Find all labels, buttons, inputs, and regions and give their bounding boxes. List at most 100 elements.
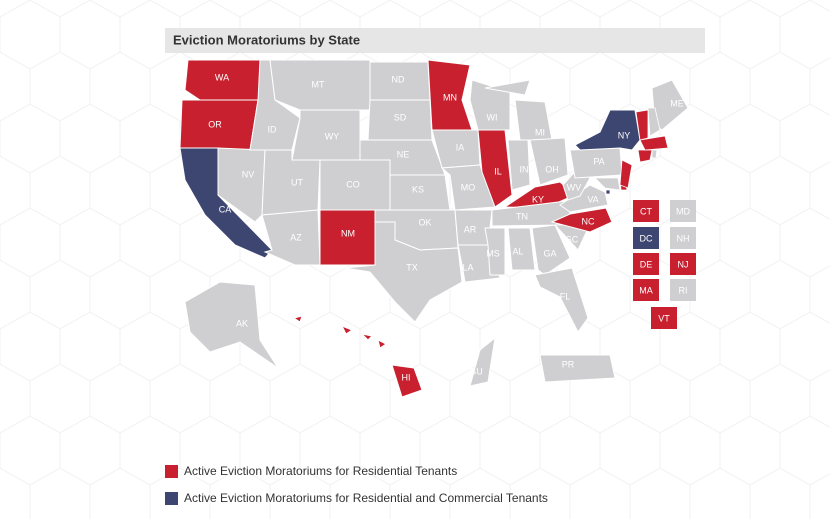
state-label: NH <box>677 233 690 243</box>
state-shape <box>484 227 506 276</box>
state-label: DC <box>640 233 653 243</box>
state-label: FL <box>560 291 571 301</box>
state-shape <box>344 221 463 323</box>
state-key-box <box>651 307 677 329</box>
state-label: VA <box>587 194 598 204</box>
legend-swatch <box>165 465 178 478</box>
state-shape <box>539 354 616 383</box>
legend: Active Eviction Moratoriums for Resident… <box>165 464 548 505</box>
state-shape <box>637 149 653 163</box>
state-shape <box>477 129 513 208</box>
state-shape <box>531 224 571 276</box>
state-shape <box>469 336 496 387</box>
state-shape <box>559 184 609 213</box>
state-label: GU <box>469 366 483 376</box>
state-shape <box>550 207 613 233</box>
state-label: WY <box>325 131 340 141</box>
state-key-box <box>633 253 659 275</box>
state-label: IA <box>456 142 465 152</box>
state-shape <box>261 209 321 266</box>
state-shape <box>635 109 649 141</box>
state-shape <box>647 107 661 137</box>
state-label: RI <box>679 285 688 295</box>
state-label: HI <box>402 372 411 382</box>
state-label: VT <box>658 313 670 323</box>
state-label: MO <box>461 182 476 192</box>
state-label: LA <box>462 262 473 272</box>
state-label: PR <box>562 359 575 369</box>
title-bar <box>165 28 705 53</box>
state-key-box <box>670 279 696 301</box>
state-label: NJ <box>678 259 689 269</box>
state-shape <box>377 339 387 349</box>
state-shape <box>391 364 423 398</box>
state-shape <box>427 59 473 131</box>
state-key-box <box>633 200 659 222</box>
state-label: MD <box>676 206 690 216</box>
state-label: NY <box>618 130 631 140</box>
state-key-box <box>670 227 696 249</box>
state-label: KS <box>412 184 424 194</box>
state-label: MT <box>312 79 325 89</box>
state-shape <box>619 159 633 189</box>
state-label: PA <box>593 156 604 166</box>
state-shape <box>292 315 303 323</box>
state-label: IN <box>520 164 529 174</box>
state-label: OR <box>208 119 222 129</box>
state-label: DE <box>640 259 653 269</box>
state-shape <box>605 189 611 195</box>
state-label: WI <box>487 112 498 122</box>
state-shape <box>440 164 496 211</box>
map: WA OR CA NV ID MT WY UT CO AZ NM ND SD NE KS OK TX MN IA MO… <box>179 59 689 398</box>
state-label: NC <box>582 216 595 226</box>
state-label: TX <box>406 262 418 272</box>
state-label: WV <box>567 182 582 192</box>
state-label: CA <box>219 204 232 214</box>
state-label: IL <box>494 166 502 176</box>
small-state-key: CT MD DC NH DE NJ MA RI VT <box>633 200 696 329</box>
state-label: NM <box>341 228 355 238</box>
state-key-box <box>633 279 659 301</box>
state-key-box <box>633 227 659 249</box>
state-label: MS <box>486 248 500 258</box>
state-label: ME <box>670 98 684 108</box>
state-label: NE <box>397 149 410 159</box>
state-label: AK <box>236 318 248 328</box>
state-shape <box>507 139 531 191</box>
state-label: AR <box>464 224 477 234</box>
state-shape <box>534 267 589 333</box>
state-shape <box>360 333 374 341</box>
state-label: AL <box>512 246 523 256</box>
state-label: SD <box>394 112 407 122</box>
state-shape <box>639 135 669 151</box>
state-label: ND <box>392 74 405 84</box>
state-label: CT <box>640 206 652 216</box>
state-label: WA <box>215 72 229 82</box>
title: Eviction Moratoriums by State <box>173 32 360 47</box>
state-label: MI <box>535 127 545 137</box>
state-label: AZ <box>290 232 302 242</box>
state-key-box <box>670 253 696 275</box>
state-label: KY <box>532 194 544 204</box>
state-label: SC <box>566 234 579 244</box>
state-shape <box>340 325 354 335</box>
state-label: ID <box>268 124 278 134</box>
state-label: MA <box>639 285 653 295</box>
state-label: OH <box>545 164 559 174</box>
state-label: GA <box>543 248 556 258</box>
state-label: TN <box>516 211 528 221</box>
state-shape <box>594 177 621 191</box>
state-label: UT <box>291 177 303 187</box>
state-shape <box>184 281 279 369</box>
legend-swatch <box>165 492 178 505</box>
state-label: NV <box>242 169 255 179</box>
legend-label: Active Eviction Moratoriums for Resident… <box>184 491 548 505</box>
legend-label: Active Eviction Moratoriums for Resident… <box>184 464 457 478</box>
state-shape <box>484 79 531 96</box>
state-label: CO <box>346 179 360 189</box>
state-label: OK <box>418 217 431 227</box>
state-shape <box>529 137 569 186</box>
state-label: MN <box>443 92 457 102</box>
state-shape <box>507 227 536 271</box>
